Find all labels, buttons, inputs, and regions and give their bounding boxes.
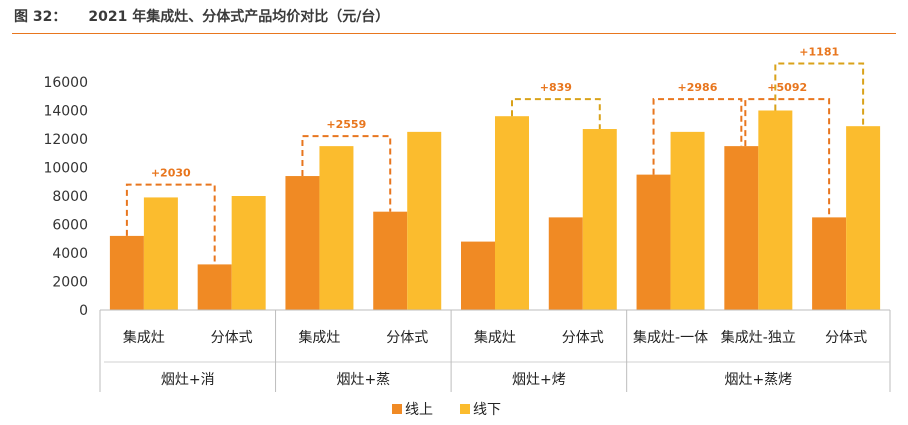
y-tick-label: 4000 [52,246,88,262]
y-tick-label: 6000 [52,218,88,234]
x-category-label: 分体式 [386,330,428,346]
y-tick-label: 16000 [43,75,88,91]
bar-offline [758,110,793,310]
bar-online [461,241,495,310]
annotation-5092-label: +5092 [767,81,807,94]
figure-title-text: 2021 年集成灶、分体式产品均价对比（元/台） [88,9,390,25]
x-category-label: 集成灶-一体 [633,329,708,346]
x-category-label: 集成灶 [123,329,165,346]
bar-offline [143,197,178,310]
bar-offline [846,126,881,310]
group-label: 烟灶+蒸 [336,372,390,388]
bar-offline [582,129,617,310]
annotation-839 [511,98,601,130]
bar-online [373,211,408,310]
bar-offline [319,146,354,310]
x-category-label: 集成灶-独立 [721,329,796,346]
bar-online [109,235,144,310]
y-tick-label: 8000 [52,189,88,205]
bar-online [548,217,583,310]
x-category-label: 集成灶 [474,329,516,346]
y-tick-label: 14000 [43,104,88,120]
bar-offline [670,131,705,310]
bar-online [636,174,671,310]
annotation-2030 [125,183,216,265]
x-category-label: 集成灶 [298,329,340,346]
annotation-2559-label: +2559 [326,118,366,131]
x-category-label: 分体式 [211,330,253,346]
y-tick-label: 12000 [43,132,88,148]
bar-offline [495,116,529,310]
x-category-label: 分体式 [562,330,604,346]
figure-label: 图 32： [14,9,67,25]
legend-label: 线上 [405,402,433,418]
annotation-1181 [774,62,865,127]
bar-online [724,146,759,310]
legend-label: 线下 [473,402,501,418]
annotation-5092 [744,98,831,218]
bar-offline [407,131,442,310]
annotation-2986-label: +2986 [678,81,718,94]
y-tick-label: 10000 [43,161,88,177]
legend-swatch [460,404,470,414]
annotation-1181-label: +1181 [799,45,839,58]
bar-online [285,176,320,310]
legend-swatch [392,404,402,414]
title-divider [12,33,896,34]
group-label: 烟灶+消 [161,372,215,388]
bar-online [197,264,232,310]
y-tick-label: 2000 [52,275,88,291]
annotation-2030-label: +2030 [151,167,191,180]
y-tick-label: 0 [79,303,88,319]
bar-online [812,217,847,310]
annotation-2559 [301,135,392,212]
figure-title: 图 32： 2021 年集成灶、分体式产品均价对比（元/台） [14,6,389,26]
annotation-839-label: +839 [540,81,572,94]
x-category-label: 分体式 [825,330,867,346]
bar-offline [231,196,266,310]
group-label: 烟灶+蒸烤 [724,372,792,388]
group-label: 烟灶+烤 [512,372,566,388]
